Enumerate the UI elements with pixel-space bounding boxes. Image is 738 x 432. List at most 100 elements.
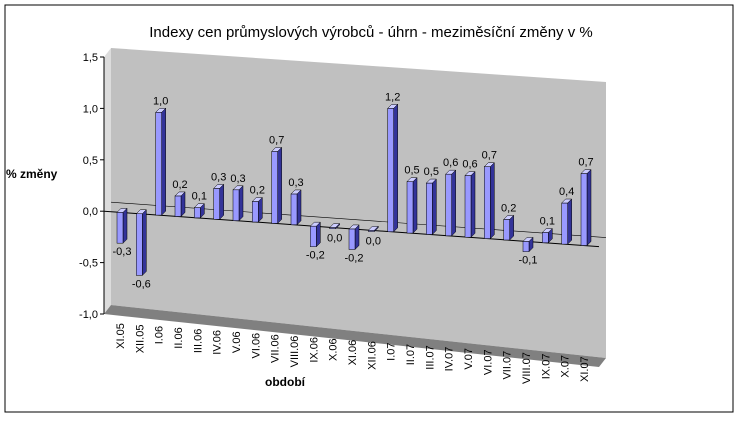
bar-top (425, 178, 437, 184)
data-label: 1,2 (385, 91, 400, 103)
bar (155, 107, 167, 216)
x-tick-label: I.06 (154, 326, 166, 344)
bar-side (122, 207, 128, 244)
bar (251, 196, 263, 223)
bar-front (290, 193, 298, 226)
bar-front (194, 207, 201, 219)
x-tick-label: III.07 (424, 345, 436, 369)
bar-top (174, 191, 186, 197)
bar-top (309, 221, 321, 227)
x-tick-label: V.06 (231, 331, 243, 353)
data-label: -0,1 (519, 255, 538, 267)
bar-side (432, 178, 437, 236)
data-label: 0,2 (172, 179, 187, 191)
bar-front (271, 151, 278, 224)
bar (387, 103, 399, 233)
x-tick-label: IV.07 (444, 347, 456, 372)
y-tick-labels: 1,5 1,0 0,5 0,0 -0,5 -1,0 (79, 52, 104, 321)
bar-side (142, 209, 147, 277)
data-label: 0,1 (540, 215, 555, 227)
bar-front (445, 173, 452, 237)
chart-walls (104, 48, 606, 367)
bar (174, 191, 186, 218)
bars (116, 103, 592, 277)
data-label: 1,0 (153, 95, 168, 107)
bar-side (296, 189, 302, 226)
bar (522, 236, 534, 253)
bar-side (412, 177, 418, 234)
bar-front (522, 241, 530, 252)
data-label: 0,4 (559, 186, 574, 198)
bar-front (252, 201, 259, 223)
side-wall (104, 48, 111, 314)
data-label: 0,5 (424, 166, 439, 178)
x-tick-label: II.06 (173, 327, 185, 348)
data-label: 0,6 (443, 157, 458, 169)
data-label: 0,6 (462, 159, 477, 171)
bar-side (567, 198, 572, 245)
bar-front (232, 189, 240, 221)
bar-side (451, 169, 456, 237)
bar-front (406, 181, 414, 234)
floor (104, 305, 606, 367)
bar (503, 214, 515, 241)
bar-top (155, 108, 167, 113)
data-label: -0,6 (132, 278, 151, 290)
bar (329, 222, 341, 230)
x-tick-label: X.06 (328, 338, 340, 361)
data-label: 0,2 (250, 184, 265, 196)
bar-top (483, 162, 495, 167)
x-axis-title: období (265, 375, 306, 389)
bar-top (290, 189, 302, 195)
bar-front (464, 175, 472, 238)
bar-front (348, 228, 356, 250)
bar-top (213, 184, 225, 189)
x-tick-label: V.07 (463, 348, 475, 370)
x-tick-label: XI.06 (347, 340, 359, 366)
data-label: 0,7 (578, 157, 593, 169)
bar-front (561, 202, 568, 245)
x-tick-labels: XI.05 XII.05 I.06 II.06 III.06 IV.06 V.06 VI.06… (115, 323, 591, 384)
data-label: 0,3 (288, 177, 303, 189)
bar-front (580, 173, 588, 246)
bar-front (116, 212, 124, 244)
x-tick-label: I.07 (386, 342, 398, 360)
back-wall (111, 48, 606, 358)
y-tick-label: 0,5 (83, 155, 98, 167)
bar (425, 178, 437, 236)
bar (445, 169, 457, 237)
bar-front (174, 195, 182, 217)
x-tick-label: X.07 (560, 355, 572, 378)
x-tick-label: IX.06 (308, 337, 320, 363)
bar (271, 146, 283, 225)
bar-front (484, 166, 491, 239)
bar-top (406, 177, 418, 182)
bar-top (251, 197, 263, 202)
bar (213, 183, 225, 220)
bar-top (541, 228, 553, 233)
y-tick-label: 1,5 (83, 52, 98, 64)
bar-top (116, 208, 128, 213)
bar (348, 224, 360, 251)
x-tick-label: VIII.06 (289, 336, 301, 368)
x-tick-label: XII.06 (366, 341, 378, 370)
bar-top (271, 147, 283, 152)
bar-side (161, 107, 166, 216)
bar (232, 185, 244, 222)
y-tick-label: -1,0 (79, 309, 98, 321)
x-tick-label: IV.06 (212, 330, 224, 355)
x-tick-label: XII.05 (134, 325, 146, 354)
bar-top (464, 171, 476, 176)
data-label: 0,0 (327, 233, 342, 245)
x-tick-label: VI.06 (250, 333, 262, 359)
x-tick-label: XI.07 (579, 356, 591, 382)
bar-front (310, 225, 317, 247)
bar-top (135, 209, 147, 214)
zero-baseline-back (110, 201, 607, 238)
data-label: 0,5 (404, 165, 419, 177)
bar-side (277, 146, 282, 225)
bar-side (238, 185, 244, 222)
data-label: 0,7 (269, 134, 284, 146)
bar-side (393, 103, 398, 233)
bar-front (542, 232, 549, 244)
